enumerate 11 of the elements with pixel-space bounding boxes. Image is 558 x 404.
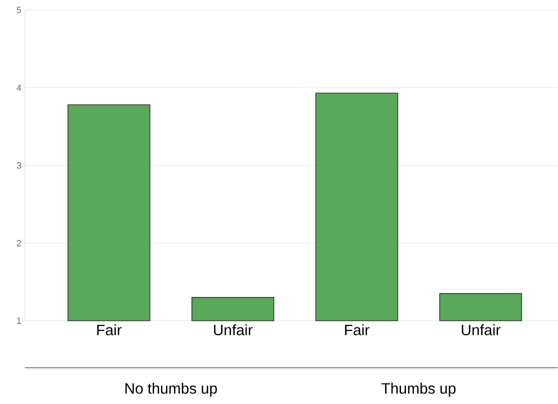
x-tick-label: Fair (97, 324, 122, 336)
x-tick-label: Fair (345, 324, 370, 336)
x-tick-label: Unfair (214, 324, 253, 336)
y-tick-label: 2 (16, 240, 21, 246)
y-tick-label: 4 (16, 84, 22, 91)
y-tick-label: 3 (16, 162, 22, 169)
x-tick-label: Unfair (462, 324, 500, 336)
y-tick-label: 5 (16, 6, 22, 14)
text: Thumbs up (382, 382, 456, 397)
y-tick-label: 1 (17, 318, 22, 324)
text: No thumbs up (125, 382, 217, 397)
